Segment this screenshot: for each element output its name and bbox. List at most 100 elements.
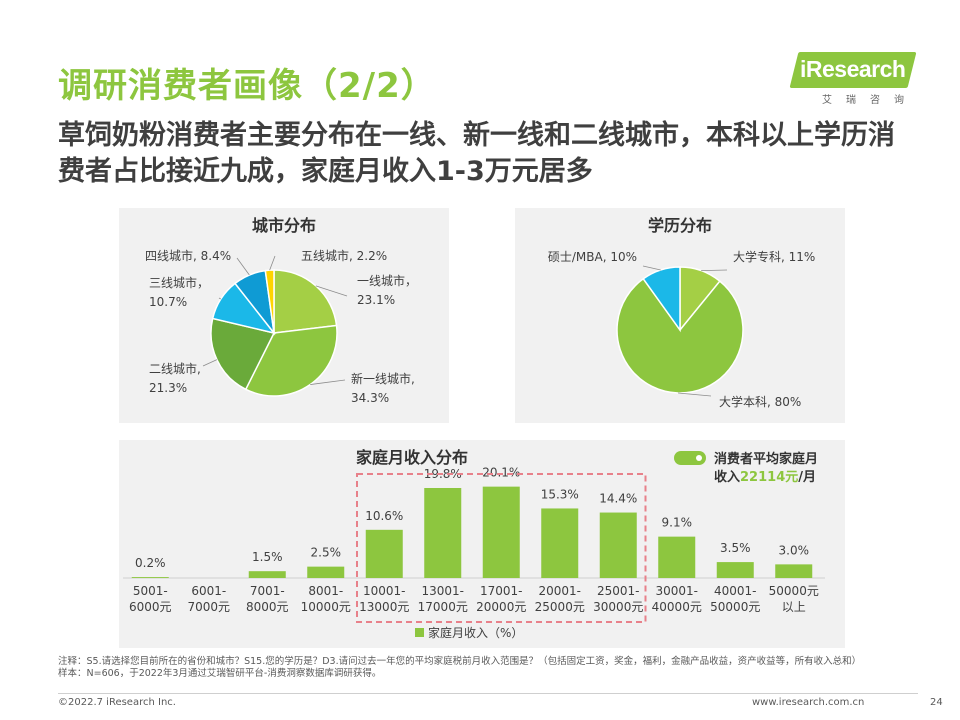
income-category-label: 25000元 xyxy=(535,600,585,614)
city-pie-slice-label: 二线城市, xyxy=(149,361,201,376)
income-bar xyxy=(307,566,345,578)
footer-copyright: ©2022.7 iResearch Inc. xyxy=(58,697,176,708)
city-pie-slice-label: 23.1% xyxy=(357,293,395,307)
city-pie-leader-line xyxy=(310,379,346,385)
city-panel-title: 城市分布 xyxy=(251,216,316,235)
income-category-label: 30000元 xyxy=(593,600,643,614)
page-title: 调研消费者画像（2/2） xyxy=(58,66,436,106)
income-bar-value-label: 2.5% xyxy=(311,546,342,560)
income-bar xyxy=(424,488,462,578)
avg-income-line1: 消费者平均家庭月 xyxy=(714,452,819,467)
income-category-label: 以上 xyxy=(782,600,806,614)
income-category-label: 13001- xyxy=(421,584,464,598)
income-bar-chart: 0.2% 5001- 6000元 6001- 7000元 1.5% 7001- 8000元 2.… xyxy=(123,466,825,640)
logo-cn-text: 艾瑞咨询 xyxy=(822,95,918,106)
income-category-label: 7001- xyxy=(250,584,285,598)
edu-pie-slice-label: 大学专科, 11% xyxy=(733,249,815,264)
city-pie-slice-label: 四线城市, 8.4% xyxy=(145,248,231,263)
city-pie-slice-label: 新一线城市, xyxy=(351,371,415,386)
income-category-label: 40001- xyxy=(714,584,757,598)
city-pie-leader-line xyxy=(269,255,276,271)
avg-income-value: 22114元 xyxy=(740,470,799,485)
income-bar xyxy=(716,562,754,578)
income-bar-value-label: 0.2% xyxy=(135,556,166,570)
logo-text: iResearch xyxy=(800,56,906,82)
income-category-label: 10000元 xyxy=(301,600,351,614)
income-category-label: 40000元 xyxy=(652,600,702,614)
income-bar xyxy=(365,529,403,578)
income-bar-value-label: 3.0% xyxy=(779,543,810,557)
income-category-label: 6001- xyxy=(191,584,226,598)
income-category-label: 25001- xyxy=(597,584,640,598)
income-category-label: 8000元 xyxy=(246,600,289,614)
income-category-label: 8001- xyxy=(308,584,343,598)
city-pie-slice xyxy=(244,324,338,397)
city-pie-leader-line xyxy=(315,285,348,297)
city-pie-slice xyxy=(264,269,275,334)
iresearch-logo: iResearch 艾瑞咨询 xyxy=(789,52,917,108)
edu-pie-leader-line xyxy=(642,265,661,271)
income-bar xyxy=(775,564,813,578)
highlight-dashed-box xyxy=(356,473,647,623)
city-pie-slice xyxy=(210,317,276,391)
edu-pie-leader-line xyxy=(678,392,712,397)
legend-label: 家庭月收入（%） xyxy=(428,625,523,640)
edu-pie-slice-label: 硕士/MBA, 10% xyxy=(548,250,637,264)
income-bar xyxy=(248,571,286,578)
income-bar xyxy=(541,508,579,578)
city-pie-slice xyxy=(273,269,338,334)
income-category-label: 50000元 xyxy=(710,600,760,614)
income-category-label: 20001- xyxy=(538,584,581,598)
income-bar-value-label: 9.1% xyxy=(662,516,693,530)
income-bar-value-label: 10.6% xyxy=(365,509,403,523)
city-panel: 城市分布 一线城市， 23.1% 新一线城市, 34.3% 二线城市, 21.3% 三线城市… xyxy=(119,208,449,423)
income-category-label: 20000元 xyxy=(476,600,526,614)
income-category-label: 17000元 xyxy=(418,600,468,614)
income-bar xyxy=(658,536,696,578)
income-category-label: 50000元 xyxy=(769,584,819,598)
notes-line2: 样本：N=606，于2022年3月通过艾瑞智研平台-消费洞察数据库调研获得。 xyxy=(58,668,382,679)
city-pie-slice-label: 一线城市， xyxy=(357,273,417,288)
education-pie-chart: 大学专科, 11% 大学本科, 80% 硕士/MBA, 10% xyxy=(548,249,815,409)
income-bar xyxy=(599,512,637,578)
avg-income-prefix: 收入 xyxy=(714,470,741,485)
income-category-label: 7000元 xyxy=(187,600,230,614)
city-pie-leader-line xyxy=(202,359,218,367)
income-bar xyxy=(482,486,520,578)
notes: 注释：S5.请选择您目前所在的省份和城市？S15.您的学历是？D3.请问过去一年… xyxy=(58,656,918,680)
city-pie-slice-label: 21.3% xyxy=(149,381,187,395)
edu-pie-slice-label: 大学本科, 80% xyxy=(719,394,801,409)
notes-line1: 注释：S5.请选择您目前所在的省份和城市？S15.您的学历是？D3.请问过去一年… xyxy=(58,656,862,667)
edu-pie-leader-line xyxy=(701,269,728,272)
income-category-label: 10001- xyxy=(363,584,406,598)
income-panel: 家庭月收入分布 0.2% 5001- 6000元 6001- 7000元 1.5% 7001… xyxy=(119,440,845,648)
income-bar xyxy=(131,577,169,578)
page-subtitle: 草饲奶粉消费者主要分布在一线、新一线和二线城市，本科以上学历消费者占比接近九成，… xyxy=(58,120,895,187)
income-category-label: 30001- xyxy=(655,584,698,598)
city-pie-slice-label: 34.3% xyxy=(351,391,389,405)
pill-icon xyxy=(674,451,706,465)
city-pie-leader-line xyxy=(236,257,250,276)
income-bar-value-label: 1.5% xyxy=(252,550,283,564)
income-panel-title: 家庭月收入分布 xyxy=(355,448,468,467)
avg-income-line2: 收入22114元/月 xyxy=(714,466,816,485)
income-category-label: 6000元 xyxy=(129,600,172,614)
avg-income-suffix: /月 xyxy=(798,470,816,485)
income-bar-value-label: 15.3% xyxy=(541,487,579,501)
avg-income-callout: 消费者平均家庭月 收入22114元/月 xyxy=(674,448,834,488)
city-pie-slice-label: 五线城市, 2.2% xyxy=(301,248,387,263)
city-pie-chart: 一线城市， 23.1% 新一线城市, 34.3% 二线城市, 21.3% 三线城市， 10.7… xyxy=(145,248,417,405)
city-pie-leader-line xyxy=(218,297,222,300)
footer-divider xyxy=(58,693,918,694)
city-pie-slice-label: 10.7% xyxy=(149,295,187,309)
income-bar-value-label: 14.4% xyxy=(599,492,637,506)
city-pie-slice-label: 三线城市， xyxy=(149,275,209,290)
education-panel: 学历分布 大学专科, 11% 大学本科, 80% 硕士/MBA, 10% xyxy=(515,208,845,423)
income-category-label: 13000元 xyxy=(359,600,409,614)
education-panel-title: 学历分布 xyxy=(647,216,712,235)
legend-swatch xyxy=(415,628,424,637)
income-category-label: 5001- xyxy=(133,584,168,598)
income-bar-value-label: 3.5% xyxy=(720,541,751,555)
page-number: 24 xyxy=(930,697,943,708)
footer-website: www.iresearch.com.cn xyxy=(752,697,865,708)
